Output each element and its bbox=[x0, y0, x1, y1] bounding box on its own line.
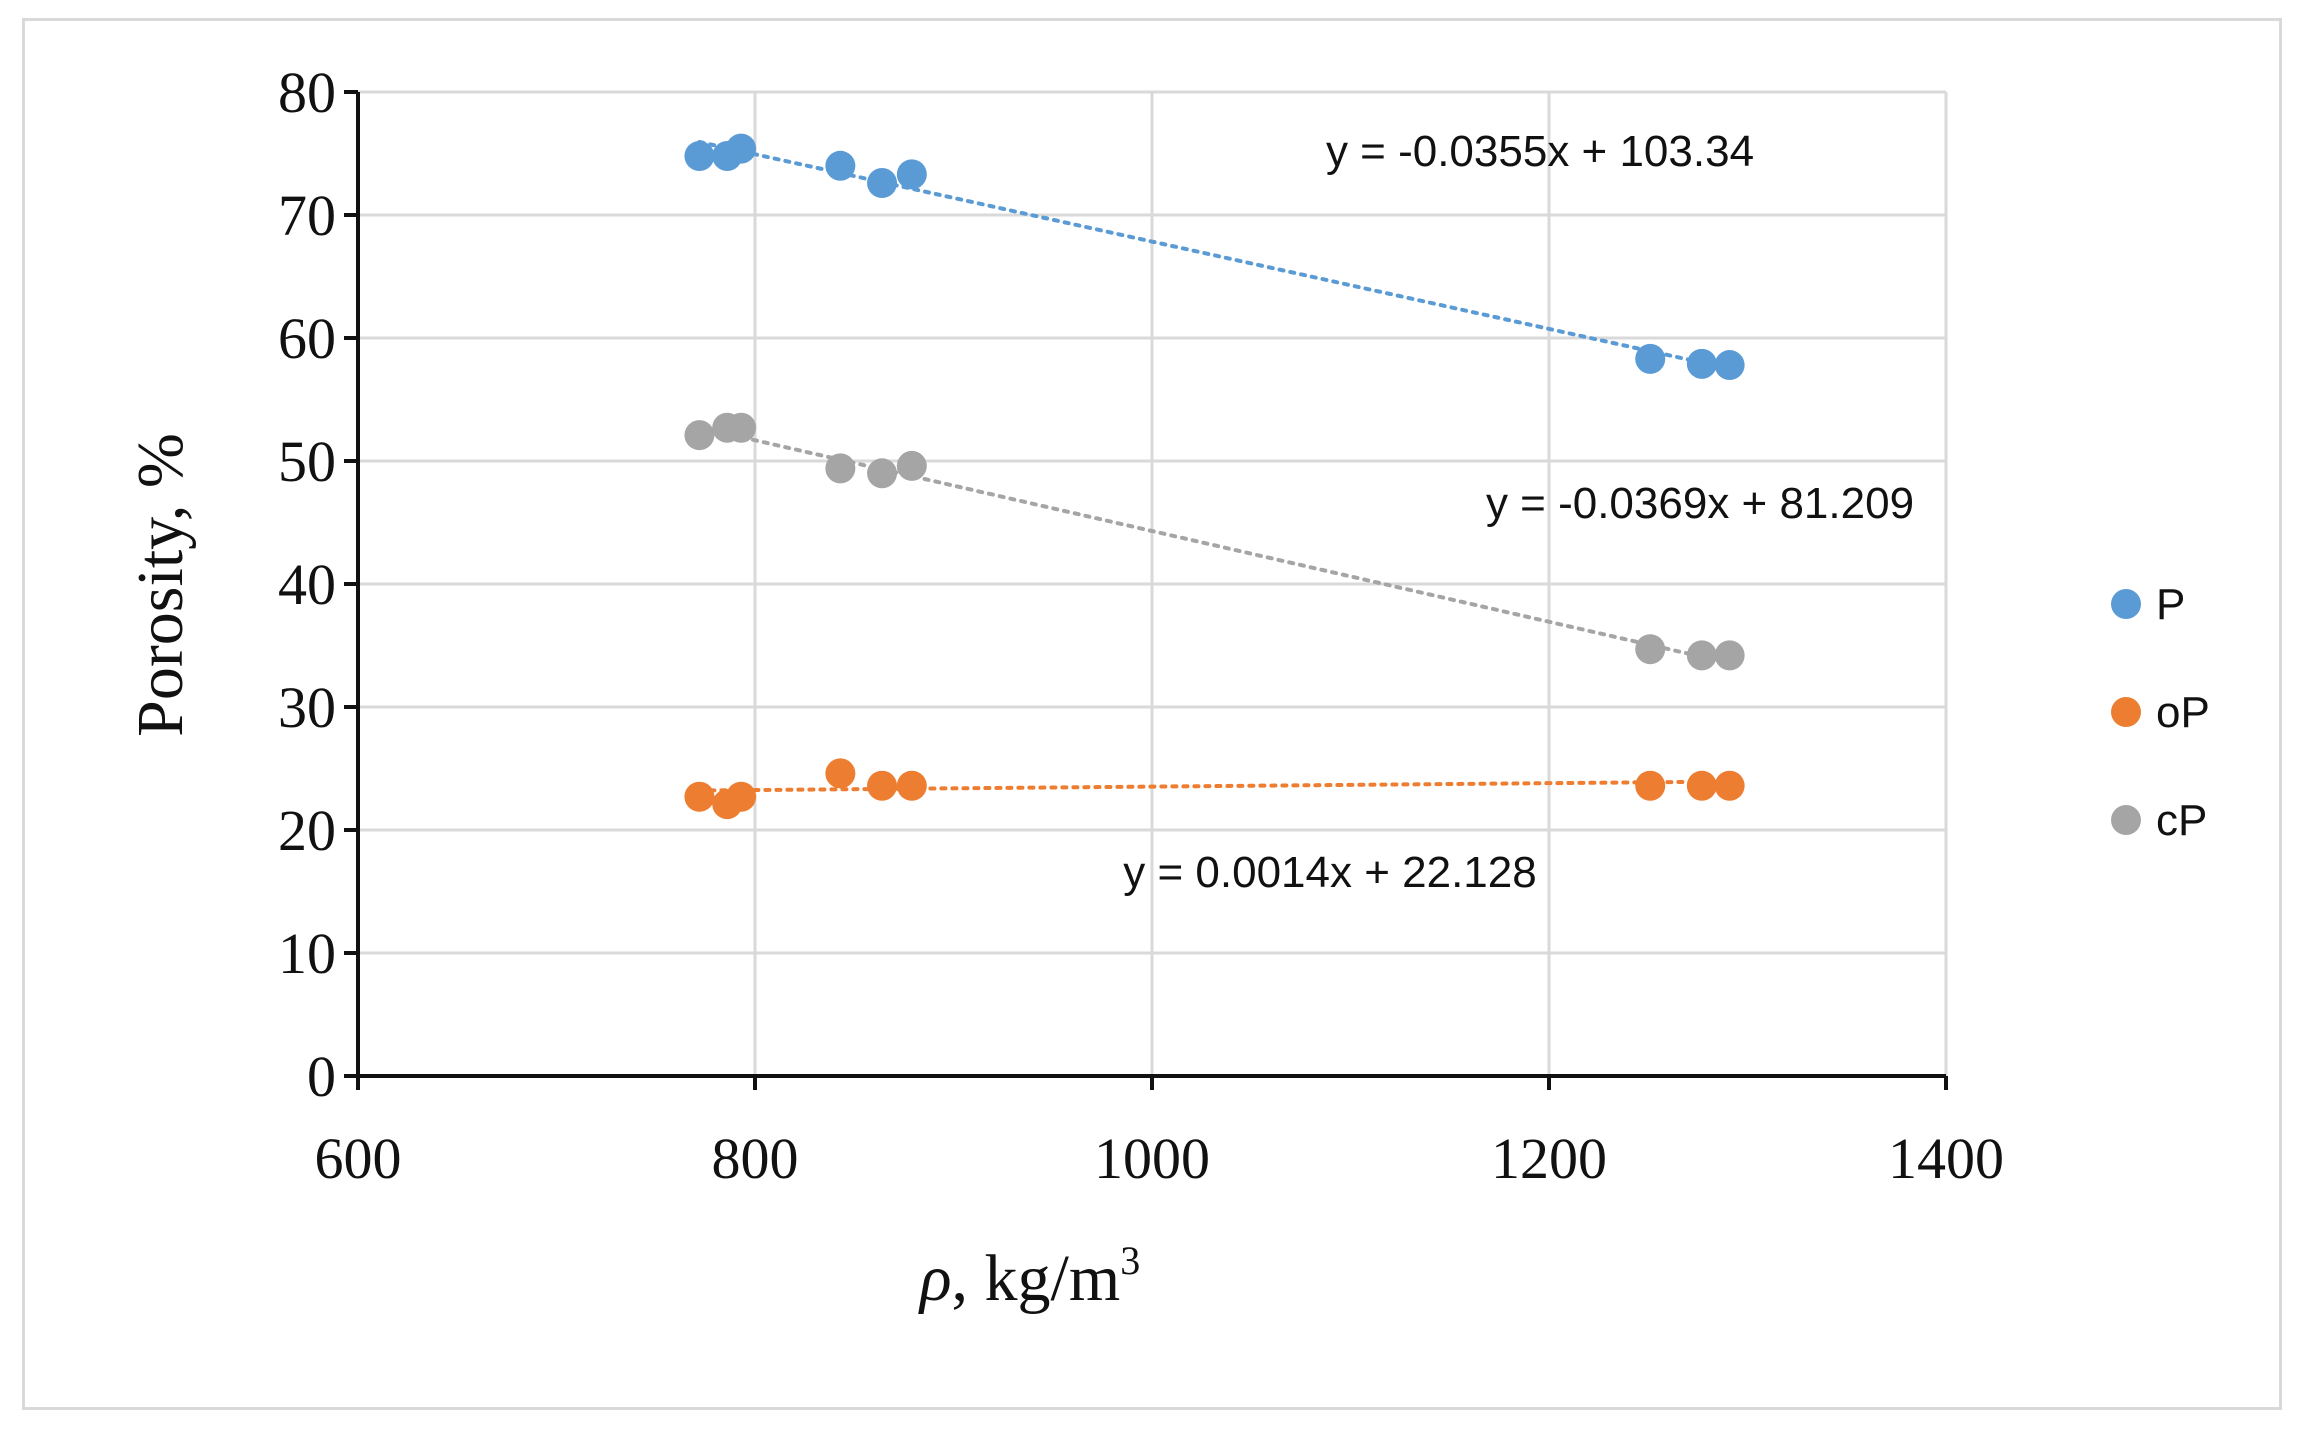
point-cP-7 bbox=[1686, 640, 1717, 671]
point-oP-4 bbox=[867, 770, 898, 801]
x-tick-label-1000: 1000 bbox=[1094, 1126, 1210, 1191]
point-oP-5 bbox=[896, 770, 927, 801]
y-tick-label-80: 80 bbox=[278, 60, 336, 125]
point-oP-6 bbox=[1635, 770, 1666, 801]
y-tick-label-60: 60 bbox=[278, 306, 336, 371]
axes: 0 10 20 30 40 50 60 70 80 600 800 1000 1200 1400 bbox=[278, 60, 2004, 1191]
y-axis-title: Porosity, % bbox=[124, 433, 197, 737]
x-axis-symbol: ρ bbox=[918, 1242, 952, 1315]
legend-marker-P bbox=[2111, 589, 2141, 619]
point-P-5 bbox=[896, 159, 927, 190]
grid bbox=[358, 90, 1948, 1076]
y-tick-label-50: 50 bbox=[278, 429, 336, 494]
point-oP-2 bbox=[726, 781, 757, 812]
x-tick-label-600: 600 bbox=[315, 1126, 402, 1191]
point-oP-8 bbox=[1714, 770, 1745, 801]
point-P-8 bbox=[1714, 350, 1745, 381]
x-tick-label-1400: 1400 bbox=[1888, 1126, 2004, 1191]
point-P-0 bbox=[684, 140, 715, 171]
point-cP-8 bbox=[1714, 640, 1745, 671]
point-P-6 bbox=[1635, 343, 1666, 374]
y-tick-label-70: 70 bbox=[278, 183, 336, 248]
point-P-7 bbox=[1686, 348, 1717, 379]
x-tick-label-800: 800 bbox=[712, 1126, 799, 1191]
y-tick-label-10: 10 bbox=[278, 921, 336, 986]
x-axis-title: ρ, kg/m3 bbox=[918, 1238, 1140, 1315]
equation-P: y = -0.0355x + 103.34 bbox=[1326, 127, 1754, 176]
x-axis-unit-superscript: 3 bbox=[1120, 1238, 1140, 1283]
point-P-2 bbox=[726, 133, 757, 164]
point-cP-4 bbox=[867, 458, 898, 489]
legend-marker-oP bbox=[2111, 697, 2141, 727]
legend-marker-cP bbox=[2111, 805, 2141, 835]
x-tick-label-1200: 1200 bbox=[1491, 1126, 1607, 1191]
point-P-3 bbox=[825, 150, 856, 181]
legend-label-cP: cP bbox=[2156, 796, 2207, 845]
labels: Porosity, % ρ, kg/m3 y = -0.0355x + 103.… bbox=[124, 127, 1914, 1315]
trendline-oP bbox=[697, 779, 1732, 793]
y-tick-label-40: 40 bbox=[278, 552, 336, 617]
point-oP-0 bbox=[684, 781, 715, 812]
point-cP-0 bbox=[684, 420, 715, 451]
trendline-P bbox=[697, 140, 1732, 371]
point-cP-6 bbox=[1635, 634, 1666, 665]
point-cP-5 bbox=[896, 450, 927, 481]
point-cP-3 bbox=[825, 453, 856, 484]
y-tick-label-0: 0 bbox=[307, 1044, 336, 1109]
legend: PoP cP bbox=[2111, 580, 2210, 845]
data-points bbox=[684, 133, 1745, 820]
y-tick-label-30: 30 bbox=[278, 675, 336, 740]
legend-label-oP: oP bbox=[2156, 688, 2210, 737]
point-oP-3 bbox=[825, 758, 856, 789]
point-oP-7 bbox=[1686, 770, 1717, 801]
y-tick-label-20: 20 bbox=[278, 798, 336, 863]
equation-cP: y = -0.0369x + 81.209 bbox=[1486, 479, 1914, 528]
point-P-4 bbox=[867, 168, 898, 199]
legend-label-P: P bbox=[2156, 580, 2185, 629]
equation-oP: y = 0.0014x + 22.128 bbox=[1123, 848, 1536, 897]
point-cP-2 bbox=[726, 412, 757, 443]
x-axis-unit: , kg/m bbox=[952, 1242, 1121, 1315]
